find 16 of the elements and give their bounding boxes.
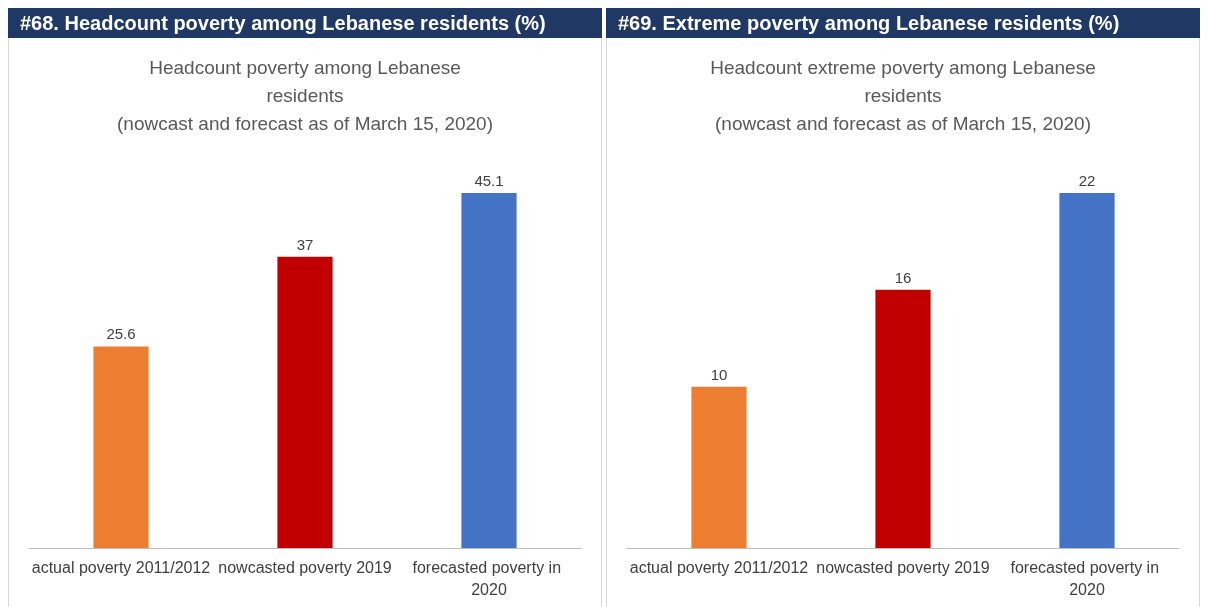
chart-title: #69. Extreme poverty among Lebanese residents (%) bbox=[606, 8, 1200, 38]
x-tick-label: forecasted poverty in 2020 bbox=[412, 558, 566, 598]
chart-subtitle: Headcount poverty among Lebanese residents (nowcast and forecast as of March 15, 2020) bbox=[117, 56, 493, 134]
x-tick-label: forecasted poverty in 2020 bbox=[1010, 558, 1164, 598]
chart-title: #68. Headcount poverty among Lebanese residents (%) bbox=[8, 8, 602, 38]
x-tick-label: nowcasted poverty 2019 bbox=[816, 558, 990, 576]
data-label: 10 bbox=[710, 365, 728, 383]
chart-subtitle: Headcount extreme poverty among Lebanese residents (nowcast and forecast as of March 15, 2020) bbox=[710, 56, 1096, 134]
data-label: 22 bbox=[1078, 172, 1096, 189]
data-label: 25.6 bbox=[106, 325, 136, 343]
x-tick-label: nowcasted poverty 2019 bbox=[218, 558, 392, 576]
x-tick-label: actual poverty 2011/2012 bbox=[629, 558, 809, 576]
data-label: 37 bbox=[296, 235, 314, 253]
data-label: 45.1 bbox=[474, 172, 504, 189]
x-tick-label: actual poverty 2011/2012 bbox=[31, 558, 211, 576]
data-label: 16 bbox=[894, 268, 912, 286]
